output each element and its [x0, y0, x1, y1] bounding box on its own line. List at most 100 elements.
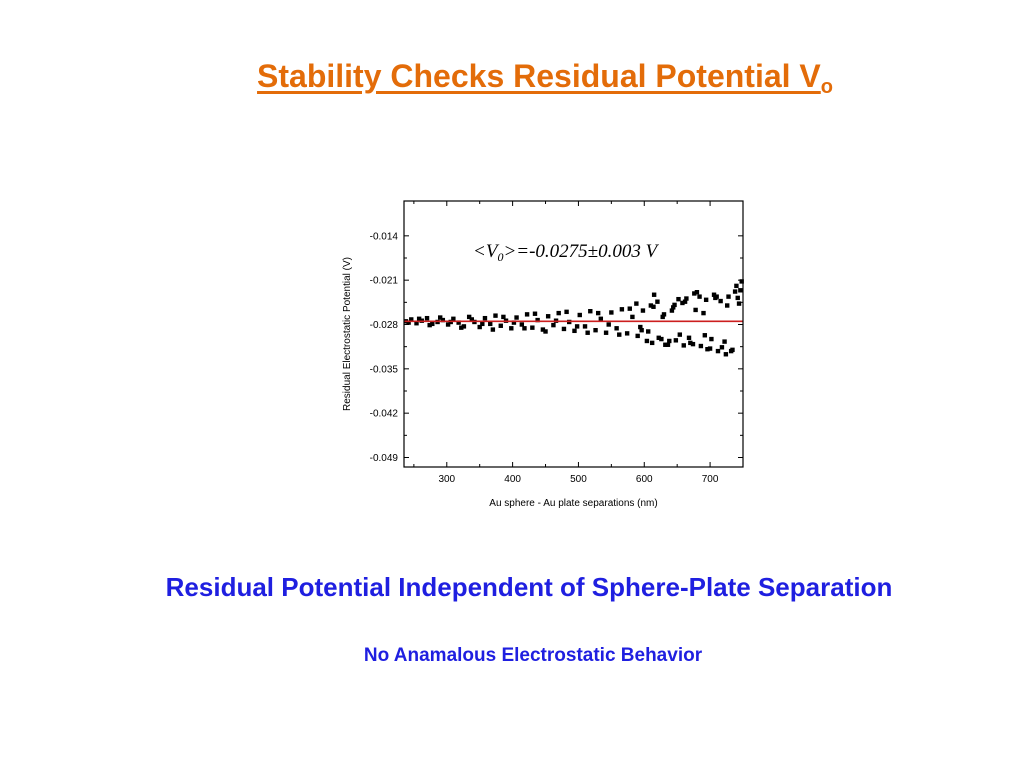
data-point	[530, 325, 535, 330]
data-point	[524, 312, 530, 317]
data-point	[669, 308, 675, 313]
data-point	[519, 322, 525, 327]
data-point	[680, 300, 685, 306]
data-point	[509, 326, 514, 331]
mean-potential-annotation: <V0>=-0.0275±0.003 V	[473, 241, 660, 264]
data-point	[543, 329, 548, 334]
data-point	[693, 307, 698, 313]
data-point	[501, 314, 506, 320]
slide-title: Stability Checks Residual Potential Vo	[0, 58, 1024, 99]
data-point	[409, 317, 414, 322]
data-point	[684, 296, 689, 301]
data-point	[490, 327, 496, 332]
data-point	[692, 291, 697, 296]
plot-frame	[403, 200, 744, 468]
data-point	[482, 315, 488, 321]
data-point	[624, 331, 630, 336]
data-point	[638, 324, 643, 330]
data-point	[651, 292, 657, 297]
data-point	[456, 320, 461, 325]
data-point	[630, 314, 635, 320]
data-point	[707, 346, 713, 351]
x-tick-label: 700	[702, 474, 719, 485]
slide-title-subscript: o	[820, 76, 833, 98]
data-point	[663, 342, 668, 347]
data-point	[735, 295, 740, 301]
annotation-prefix: <V	[473, 241, 500, 262]
data-point	[671, 305, 676, 310]
data-point	[574, 324, 580, 329]
data-point	[466, 314, 472, 320]
data-point	[416, 316, 422, 321]
data-point	[649, 340, 655, 346]
data-point	[430, 321, 435, 327]
data-point	[488, 321, 493, 327]
data-point	[582, 324, 588, 329]
data-point	[438, 315, 443, 320]
data-point	[459, 325, 464, 330]
y-axis-title: Residual Electrostatic Potential (V)	[342, 257, 353, 411]
data-point	[424, 315, 430, 321]
subline: No Anamalous Electrostatic Behavior	[363, 645, 703, 666]
data-point	[588, 309, 593, 314]
data-point	[511, 320, 517, 325]
x-tick-label: 500	[570, 474, 587, 485]
annotation-suffix: >=-0.0275±0.003 V	[503, 241, 659, 262]
data-point	[451, 316, 456, 321]
data-point	[461, 324, 467, 329]
data-point	[614, 326, 619, 331]
data-point	[514, 315, 519, 320]
data-point	[681, 343, 686, 348]
data-points	[403, 279, 744, 357]
headline: Residual Potential Independent of Sphere…	[165, 572, 893, 602]
x-tick-label: 600	[636, 474, 653, 485]
data-point	[702, 333, 708, 338]
data-point	[646, 329, 651, 334]
y-tick-label: -0.014	[370, 231, 399, 242]
data-point	[522, 326, 527, 331]
data-point	[705, 347, 710, 352]
data-point	[564, 309, 569, 315]
data-point	[561, 326, 567, 332]
data-point	[593, 328, 598, 333]
data-point	[545, 314, 551, 319]
chart-canvas: -0.014 -0.021 -0.028 -0.035 -0.042 -0.049 300 4…	[342, 200, 744, 509]
data-point	[498, 323, 503, 328]
data-point	[477, 324, 482, 330]
data-point	[676, 296, 681, 302]
data-point	[667, 338, 672, 344]
data-point	[639, 328, 644, 333]
data-point	[725, 303, 730, 308]
data-point	[719, 345, 725, 350]
data-point	[577, 312, 582, 318]
data-point	[651, 304, 656, 309]
data-point	[694, 290, 700, 295]
data-point	[627, 306, 632, 311]
y-tick-label: -0.021	[370, 276, 399, 287]
data-point	[617, 332, 622, 337]
data-point	[711, 292, 717, 297]
data-point	[697, 294, 702, 299]
data-point	[677, 332, 683, 337]
y-tick-label: -0.028	[370, 320, 399, 331]
data-point	[665, 342, 671, 347]
data-point	[540, 327, 546, 332]
data-point	[414, 321, 419, 326]
x-tick-label: 400	[504, 474, 521, 485]
data-point	[698, 343, 704, 349]
data-point	[715, 348, 721, 354]
data-point	[682, 299, 688, 304]
data-point	[734, 283, 739, 289]
data-point	[736, 301, 742, 306]
data-point	[634, 301, 639, 306]
data-point	[551, 322, 556, 328]
data-point	[440, 317, 446, 323]
data-point	[598, 316, 604, 321]
y-tick-label: -0.042	[370, 409, 399, 420]
data-point	[619, 307, 625, 312]
axes: -0.014 -0.021 -0.028 -0.035 -0.042 -0.049 300 4…	[370, 200, 744, 485]
data-point	[603, 330, 609, 335]
data-point	[718, 298, 723, 304]
data-point	[644, 338, 650, 344]
data-point	[673, 338, 679, 343]
